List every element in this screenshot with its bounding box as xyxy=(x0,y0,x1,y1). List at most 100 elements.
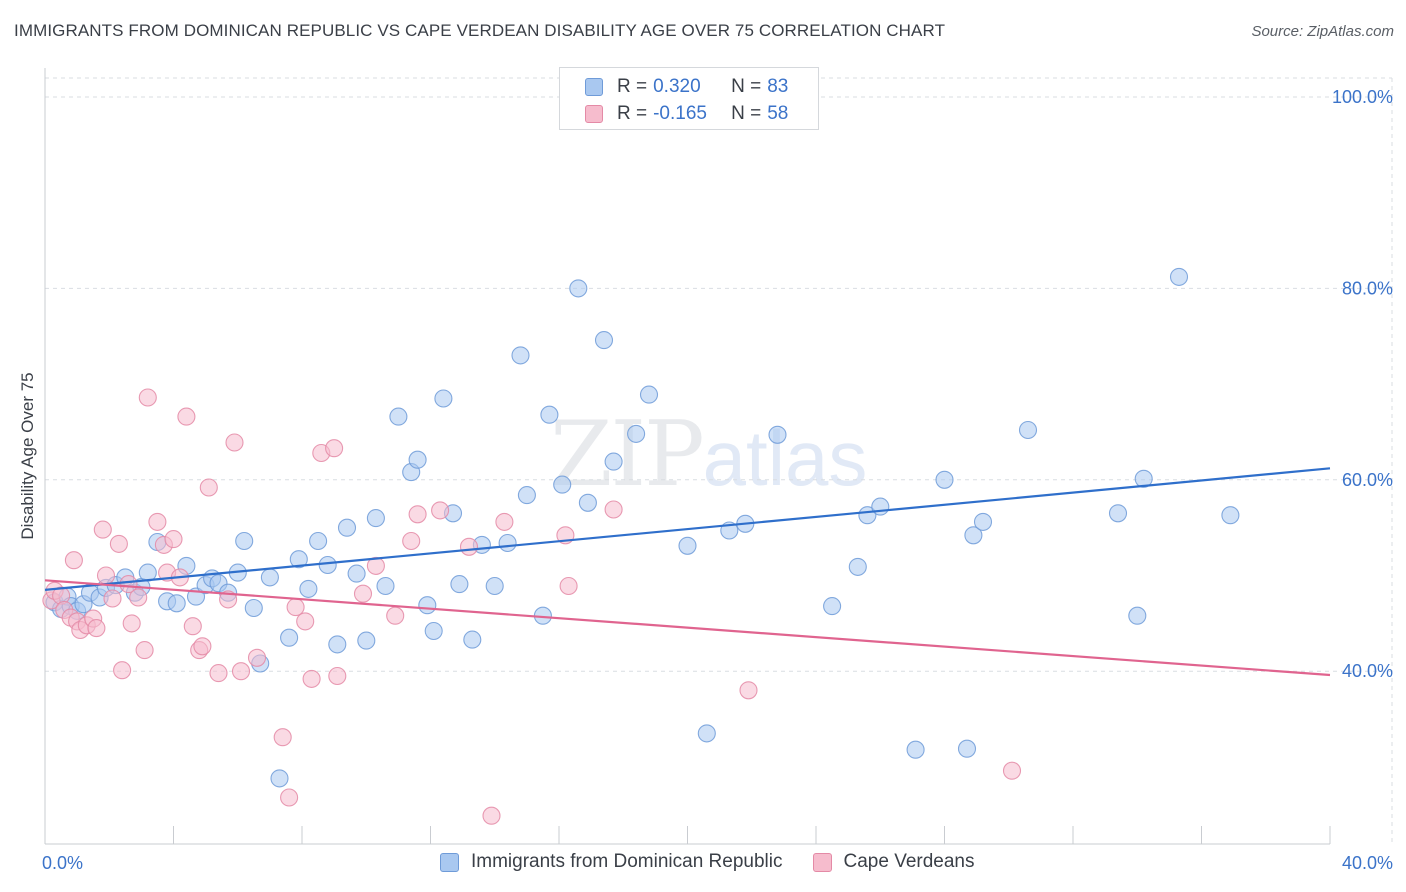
legend-swatch-pink xyxy=(585,105,603,123)
watermark-zip: ZIP xyxy=(550,402,705,507)
point-dominican xyxy=(517,486,536,505)
point-dominican xyxy=(408,450,427,469)
legend-swatch-blue xyxy=(585,78,603,96)
point-cape-verdean xyxy=(64,551,83,570)
y-tick-label: 60.0% xyxy=(1342,470,1393,490)
point-dominican xyxy=(289,550,308,569)
point-cape-verdean xyxy=(183,617,202,636)
point-cape-verdean xyxy=(193,637,212,656)
point-cape-verdean xyxy=(119,575,138,594)
point-cape-verdean xyxy=(559,576,578,596)
point-dominican xyxy=(540,405,559,424)
legend-row-cape-verdean: R = -0.165 N = 58 xyxy=(585,102,788,126)
point-dominican xyxy=(463,630,482,649)
point-cape-verdean xyxy=(604,500,623,519)
point-dominican xyxy=(594,331,614,350)
point-dominican xyxy=(366,509,385,528)
legend-r-value: 0.320 xyxy=(653,76,701,97)
point-dominican xyxy=(357,631,376,650)
point-dominican xyxy=(309,531,328,551)
point-dominican xyxy=(270,769,289,788)
series-swatch-pink xyxy=(812,852,832,872)
point-dominican xyxy=(337,518,357,537)
point-cape-verdean xyxy=(129,588,148,607)
legend-r-label: R = xyxy=(617,76,648,97)
y-tick-label: 100.0% xyxy=(1332,87,1393,107)
point-cape-verdean xyxy=(199,478,218,497)
series-legend-item-dominican: Immigrants from Dominican Republic xyxy=(440,851,783,873)
point-cape-verdean xyxy=(431,501,450,520)
correlation-legend: R = 0.320 N = 83 R = -0.165 N = 58 xyxy=(559,67,819,130)
point-dominican xyxy=(328,635,347,654)
point-dominican xyxy=(848,557,867,576)
point-cape-verdean xyxy=(247,648,267,667)
tick-labels: 100.0% 80.0% 60.0% 40.0% 0.0% 40.0% Disability… xyxy=(18,87,1393,873)
point-cape-verdean xyxy=(148,512,167,531)
point-cape-verdean xyxy=(459,537,479,556)
point-cape-verdean xyxy=(302,669,321,688)
x-tick-label: 0.0% xyxy=(42,853,83,873)
trend-lines xyxy=(44,467,1331,677)
point-dominican xyxy=(553,475,572,494)
point-cape-verdean xyxy=(328,666,347,686)
point-dominican xyxy=(424,621,443,641)
watermark: ZIPatlas xyxy=(550,402,867,507)
point-dominican xyxy=(1108,504,1128,523)
data-points xyxy=(42,267,1240,825)
point-dominican xyxy=(678,536,697,555)
grid-lines xyxy=(45,77,1393,844)
point-dominican xyxy=(957,739,977,758)
point-dominican xyxy=(347,564,366,583)
point-cape-verdean xyxy=(325,439,344,458)
series-legend-item-cape-verdean: Cape Verdeans xyxy=(812,851,975,873)
point-dominican xyxy=(639,385,659,404)
point-dominican xyxy=(418,596,437,615)
legend-n-value: 83 xyxy=(767,76,789,97)
point-cape-verdean xyxy=(231,662,251,681)
point-dominican xyxy=(604,452,623,471)
point-dominican xyxy=(964,526,983,545)
point-dominican xyxy=(627,424,646,443)
point-cape-verdean xyxy=(739,681,758,700)
series-legend-label: Cape Verdeans xyxy=(843,851,975,872)
point-cape-verdean xyxy=(386,606,405,625)
point-dominican xyxy=(318,555,337,575)
series-legend-label: Immigrants from Dominican Republic xyxy=(471,851,783,872)
point-cape-verdean xyxy=(93,520,112,539)
point-cape-verdean xyxy=(408,505,427,524)
point-dominican xyxy=(768,425,787,444)
point-cape-verdean xyxy=(402,531,421,551)
x-tick-label: 40.0% xyxy=(1342,853,1393,873)
point-cape-verdean xyxy=(353,584,373,603)
chart-title: IMMIGRANTS FROM DOMINICAN REPUBLIC VS CA… xyxy=(14,21,946,40)
point-dominican xyxy=(823,597,842,616)
legend-n-value: 58 xyxy=(767,103,789,124)
legend-n-label: N = xyxy=(731,103,762,124)
legend-n-label: N = xyxy=(731,76,762,97)
point-cape-verdean xyxy=(96,566,116,585)
legend-r-value: -0.165 xyxy=(653,103,707,124)
point-dominican xyxy=(299,579,318,598)
point-cape-verdean xyxy=(1002,761,1022,780)
point-cape-verdean xyxy=(495,512,514,531)
point-dominican xyxy=(235,531,254,551)
point-cape-verdean xyxy=(482,806,501,825)
y-tick-label: 40.0% xyxy=(1342,661,1393,681)
point-cape-verdean xyxy=(164,530,183,549)
watermark-atlas: atlas xyxy=(702,414,868,502)
point-cape-verdean xyxy=(109,534,128,553)
point-cape-verdean xyxy=(122,614,141,633)
point-dominican xyxy=(1134,469,1153,488)
y-tick-label: 80.0% xyxy=(1342,278,1393,298)
point-cape-verdean xyxy=(103,589,122,608)
point-cape-verdean xyxy=(135,641,154,660)
point-cape-verdean xyxy=(225,433,244,452)
series-legend: Immigrants from Dominican Republic Cape … xyxy=(440,851,1005,873)
point-dominican xyxy=(450,575,469,594)
point-dominican xyxy=(376,576,395,596)
chart-source: Source: ZipAtlas.com xyxy=(1251,23,1394,40)
point-dominican xyxy=(578,493,597,512)
trendline-cape-verdean xyxy=(44,579,1331,677)
point-dominican xyxy=(511,346,530,365)
